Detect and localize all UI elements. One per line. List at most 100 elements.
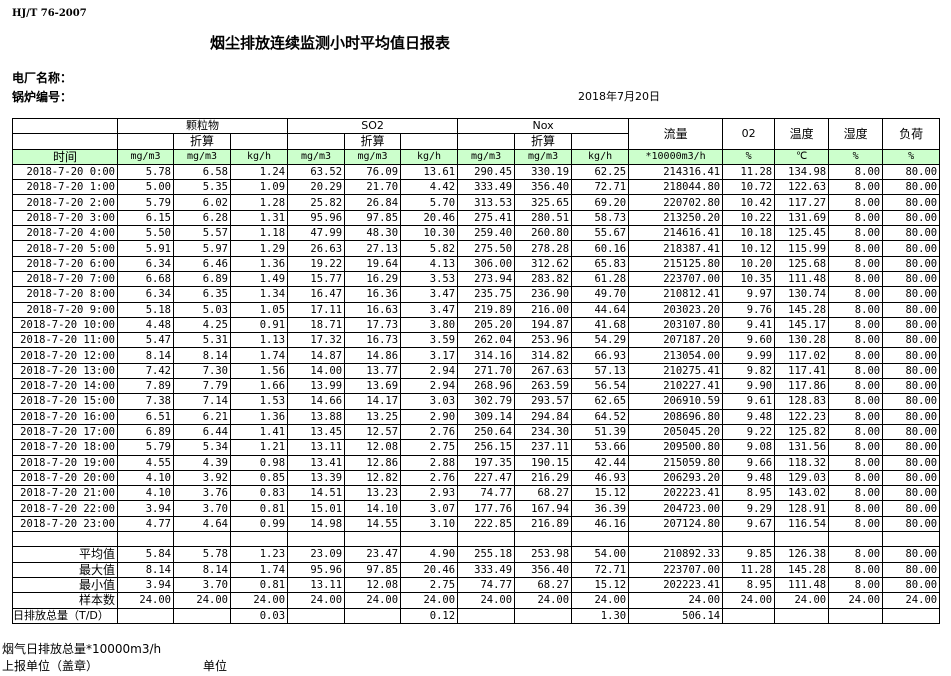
value-cell: 6.34	[117, 286, 174, 303]
value-cell: 203023.20	[628, 301, 724, 318]
value-cell: 3.70	[173, 500, 231, 517]
value-cell: 44.64	[571, 301, 630, 318]
value-cell: 8.00	[828, 423, 884, 441]
value-cell: 210275.41	[628, 362, 724, 380]
row-label: 2018-7-20 17:00	[12, 423, 118, 441]
report-table: 颗粒物 SO2 Nox 流量 02 温度 湿度 负荷 折算 折算 折算 时间 m…	[12, 117, 941, 624]
value-cell: 2.75	[400, 439, 459, 456]
header-blank	[457, 133, 516, 150]
value-cell: 9.82	[722, 362, 776, 380]
value-cell: 9.48	[722, 469, 776, 487]
value-cell	[229, 531, 289, 548]
value-cell: 14.55	[344, 515, 402, 533]
row-label: 样本数	[12, 592, 118, 609]
value-cell: 6.34	[117, 255, 174, 272]
value-cell: 325.65	[514, 194, 573, 211]
value-cell: 0.91	[229, 316, 289, 334]
header-load: 负荷	[882, 118, 941, 150]
value-cell: 134.98	[774, 163, 830, 181]
value-cell: 223707.00	[628, 561, 724, 578]
value-cell: 210227.41	[628, 378, 724, 395]
value-cell: 125.82	[774, 423, 830, 441]
daily-total-row: 日排放总量（T/D） 0.03 0.12 1.30 506.14	[12, 607, 941, 624]
value-cell: 275.41	[457, 209, 516, 227]
value-cell: 15.01	[287, 500, 346, 517]
value-cell: 14.10	[344, 500, 402, 517]
value-cell: 9.97	[722, 286, 776, 303]
header-particulate: 颗粒物	[116, 117, 289, 135]
value-cell: 4.77	[117, 515, 174, 533]
data-row: 2018-7-20 17:00 6.89 6.44 1.41 13.45 12.57 2.7…	[12, 423, 941, 441]
value-cell: 26.63	[287, 240, 346, 257]
value-cell: 80.00	[882, 485, 941, 502]
header-row-groups: 颗粒物 SO2 Nox 流量 02 温度 湿度 负荷	[12, 117, 941, 150]
value-cell: 9.60	[722, 332, 776, 349]
value-cell: 4.10	[117, 485, 174, 502]
value-cell: 1.09	[229, 179, 289, 196]
value-cell: 8.00	[828, 347, 884, 364]
value-cell: 5.91	[117, 240, 174, 257]
value-cell	[882, 607, 941, 624]
row-label: 2018-7-20 12:00	[12, 347, 118, 364]
value-cell: 8.00	[828, 225, 884, 242]
value-cell: 74.77	[457, 576, 516, 594]
value-cell: 3.07	[400, 500, 459, 517]
header-converted: 折算	[344, 133, 402, 150]
value-cell: 13.23	[344, 485, 402, 502]
value-cell: 293.57	[514, 393, 573, 410]
value-cell: 0.83	[229, 485, 289, 502]
value-cell	[774, 531, 830, 548]
value-cell: 1.05	[229, 301, 289, 318]
value-cell: 8.00	[828, 362, 884, 380]
value-cell: 115.99	[774, 240, 830, 257]
value-cell: 80.00	[882, 179, 941, 196]
value-cell: 117.27	[774, 194, 830, 211]
unit-cell: ℃	[774, 148, 830, 165]
value-cell: 5.31	[173, 332, 231, 349]
value-cell: 9.66	[722, 454, 776, 471]
value-cell: 1.30	[571, 607, 630, 624]
header-blank	[12, 133, 118, 150]
header-o2: 02	[722, 118, 776, 150]
plant-name-label: 电厂名称：	[12, 71, 73, 85]
value-cell: 16.47	[287, 286, 346, 303]
value-cell: 65.83	[571, 255, 630, 272]
value-cell: 9.41	[722, 316, 776, 334]
unit-cell: mg/m3	[173, 148, 231, 165]
value-cell: 145.17	[774, 316, 830, 334]
value-cell: 268.96	[457, 378, 516, 395]
value-cell: 6.35	[173, 286, 231, 303]
value-cell: 13.41	[287, 454, 346, 471]
value-cell: 125.45	[774, 225, 830, 242]
value-cell: 1.29	[229, 240, 289, 257]
value-cell: 283.82	[514, 270, 573, 288]
row-label: 2018-7-20 11:00	[12, 332, 118, 349]
value-cell: 5.79	[117, 194, 174, 211]
value-cell: 13.69	[344, 378, 402, 395]
value-cell: 20.46	[400, 561, 459, 578]
value-cell: 213250.20	[628, 209, 724, 227]
value-cell: 117.02	[774, 347, 830, 364]
value-cell: 126.38	[774, 546, 830, 563]
value-cell	[828, 531, 884, 548]
value-cell: 24.00	[774, 592, 830, 609]
value-cell: 3.59	[400, 332, 459, 349]
value-cell: 1.31	[229, 209, 289, 227]
value-cell: 214616.41	[628, 225, 724, 242]
value-cell: 16.36	[344, 286, 402, 303]
value-cell: 223707.00	[628, 270, 724, 288]
value-cell: 1.53	[229, 393, 289, 410]
header-so2: SO2	[287, 117, 459, 135]
value-cell: 190.15	[514, 454, 573, 471]
value-cell: 80.00	[882, 454, 941, 471]
value-cell	[882, 531, 941, 548]
value-cell: 8.00	[828, 286, 884, 303]
value-cell: 125.68	[774, 255, 830, 272]
value-cell: 10.22	[722, 209, 776, 227]
value-cell: 10.35	[722, 270, 776, 288]
value-cell: 74.77	[457, 485, 516, 502]
value-cell: 23.47	[344, 546, 402, 563]
value-cell: 80.00	[882, 515, 941, 533]
value-cell: 1.18	[229, 225, 289, 242]
value-cell	[722, 531, 776, 548]
